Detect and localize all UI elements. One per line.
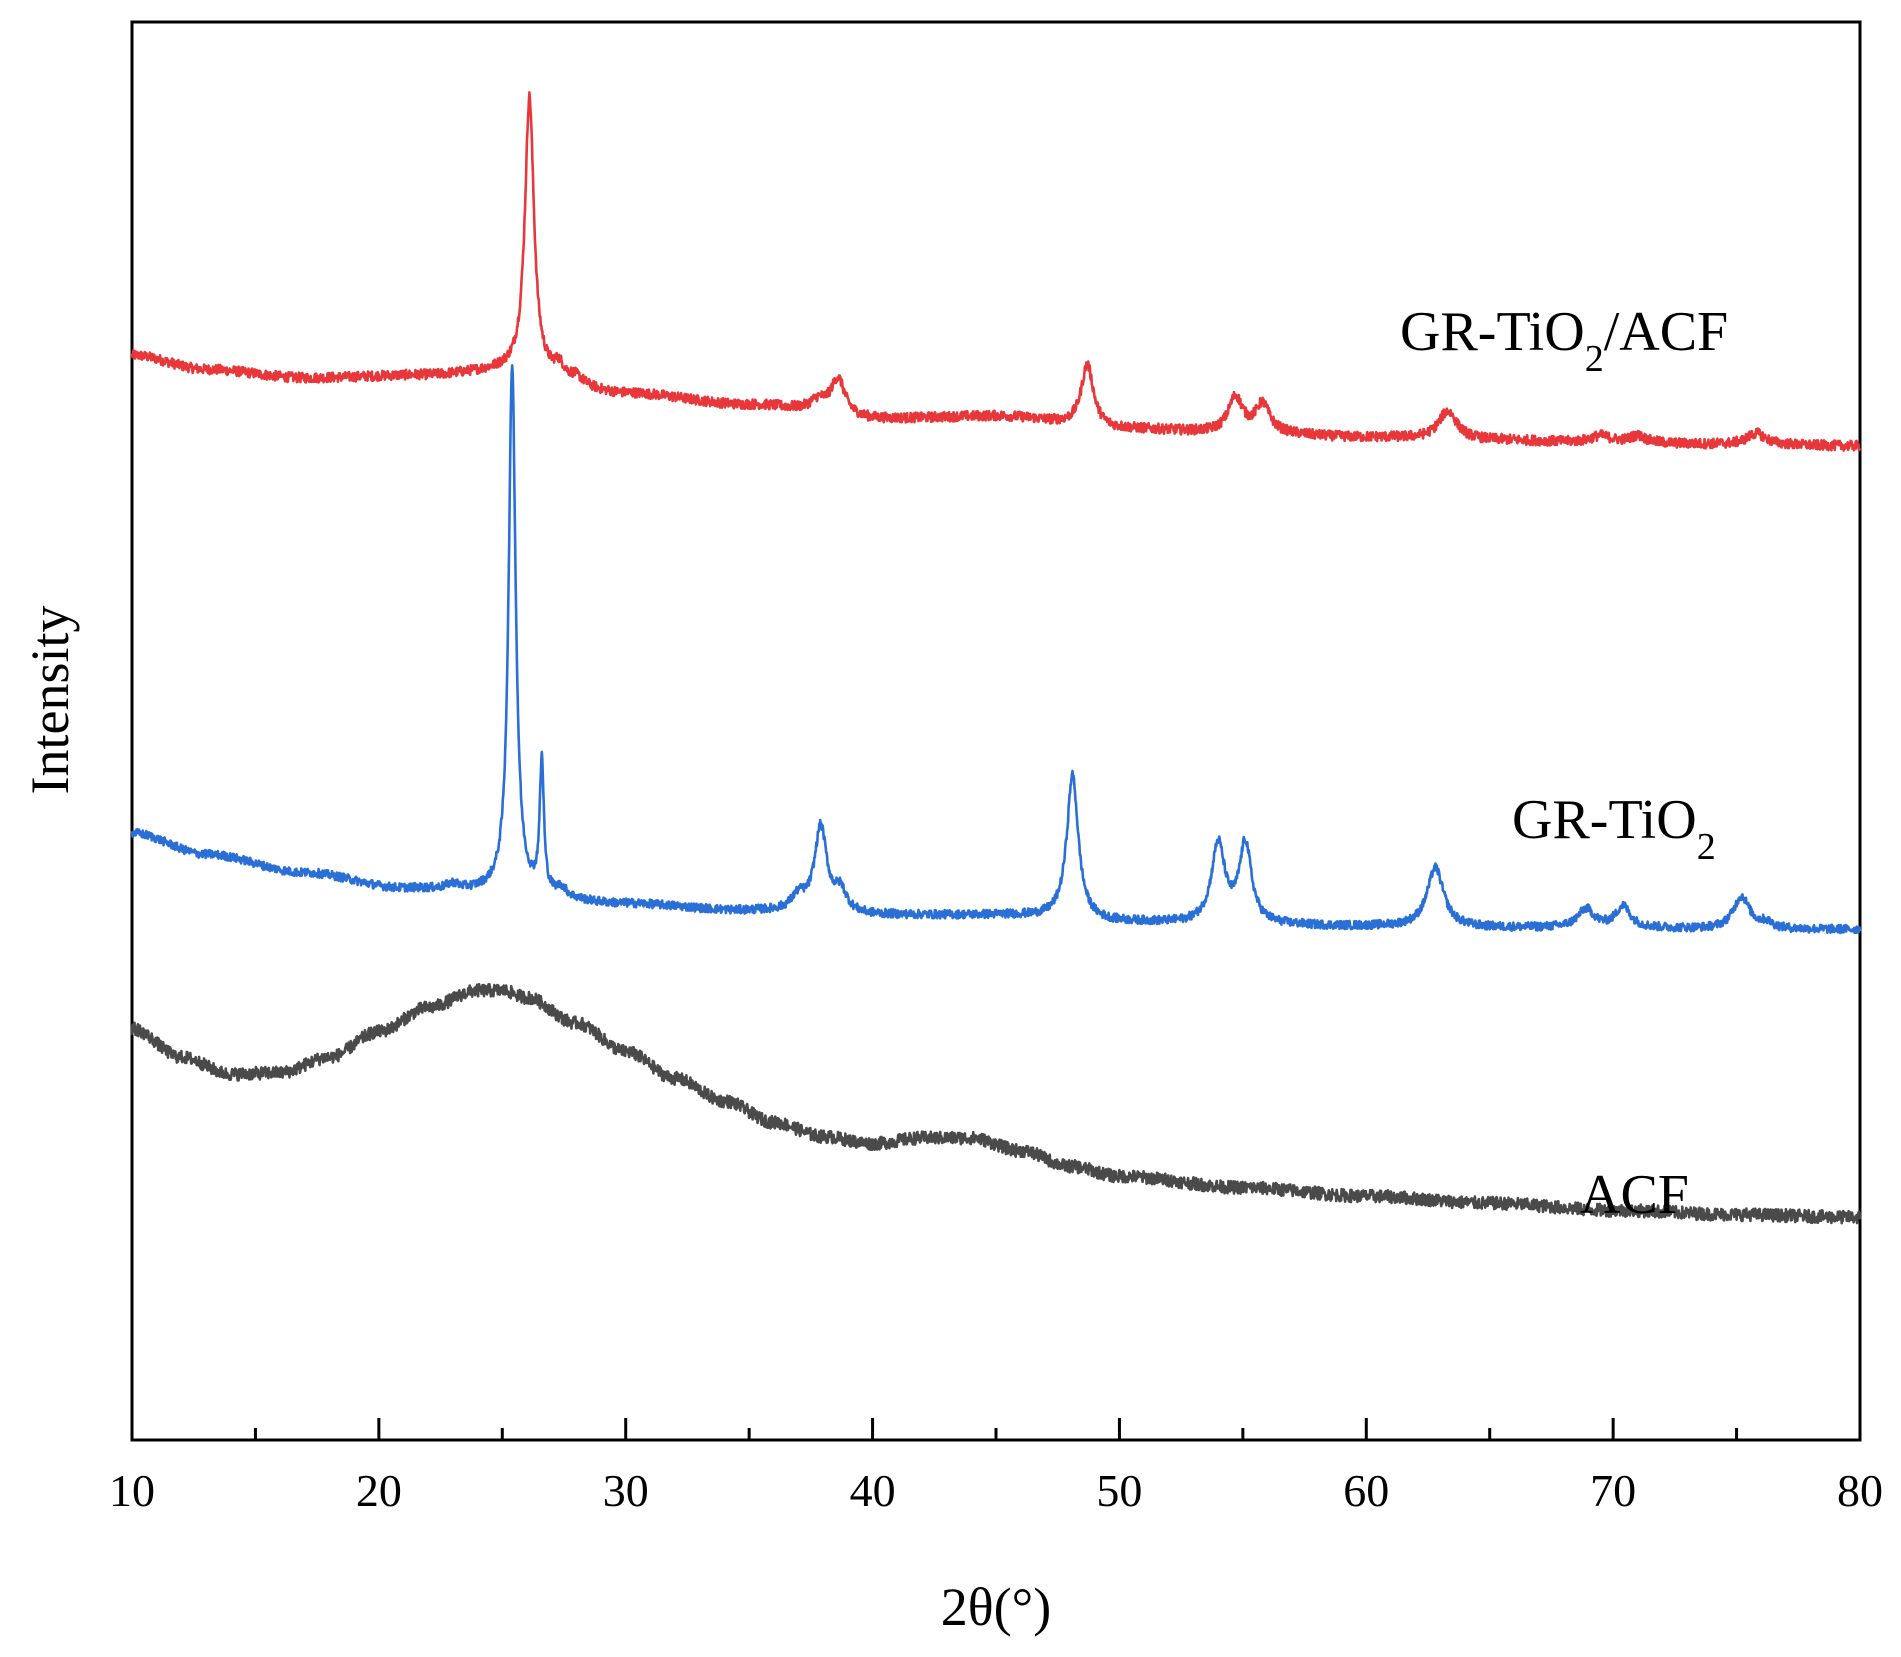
y-axis-label: Intensity <box>20 606 80 795</box>
series-lines <box>130 91 1862 1225</box>
series-label-gr-tio2-acf-sub: 2 <box>1585 338 1604 380</box>
series-label-gr-tio2-sub: 2 <box>1697 826 1716 868</box>
x-tick-label: 60 <box>1343 1465 1389 1516</box>
series-label-acf: ACF <box>1580 1164 1689 1226</box>
series-label-gr-tio2-acf: GR-TiO2/ACF <box>1400 301 1728 380</box>
plot-frame <box>130 20 1862 1442</box>
series-label-gr-tio2-acf-main: GR-TiO <box>1400 301 1585 363</box>
series-line-gr-tio2-acf <box>130 91 1862 452</box>
x-axis-tick-labels: 10 20 30 40 50 60 70 80 <box>109 1465 1883 1516</box>
series-label-gr-tio2: GR-TiO2 <box>1512 789 1716 868</box>
x-tick-label: 30 <box>603 1465 649 1516</box>
x-tick-label: 20 <box>356 1465 402 1516</box>
x-tick-label: 40 <box>850 1465 896 1516</box>
x-tick-label: 80 <box>1837 1465 1883 1516</box>
x-tick-label: 70 <box>1590 1465 1636 1516</box>
x-axis-label: 2θ(°) <box>941 1577 1051 1637</box>
series-line-acf <box>130 982 1862 1225</box>
series-line-gr-tio2 <box>130 364 1862 935</box>
series-label-gr-tio2-main: GR-TiO <box>1512 789 1697 851</box>
x-tick-label: 50 <box>1096 1465 1142 1516</box>
x-tick-label: 10 <box>109 1465 155 1516</box>
series-label-gr-tio2-acf-tail: /ACF <box>1604 301 1729 363</box>
x-axis-ticks <box>130 1418 1862 1440</box>
